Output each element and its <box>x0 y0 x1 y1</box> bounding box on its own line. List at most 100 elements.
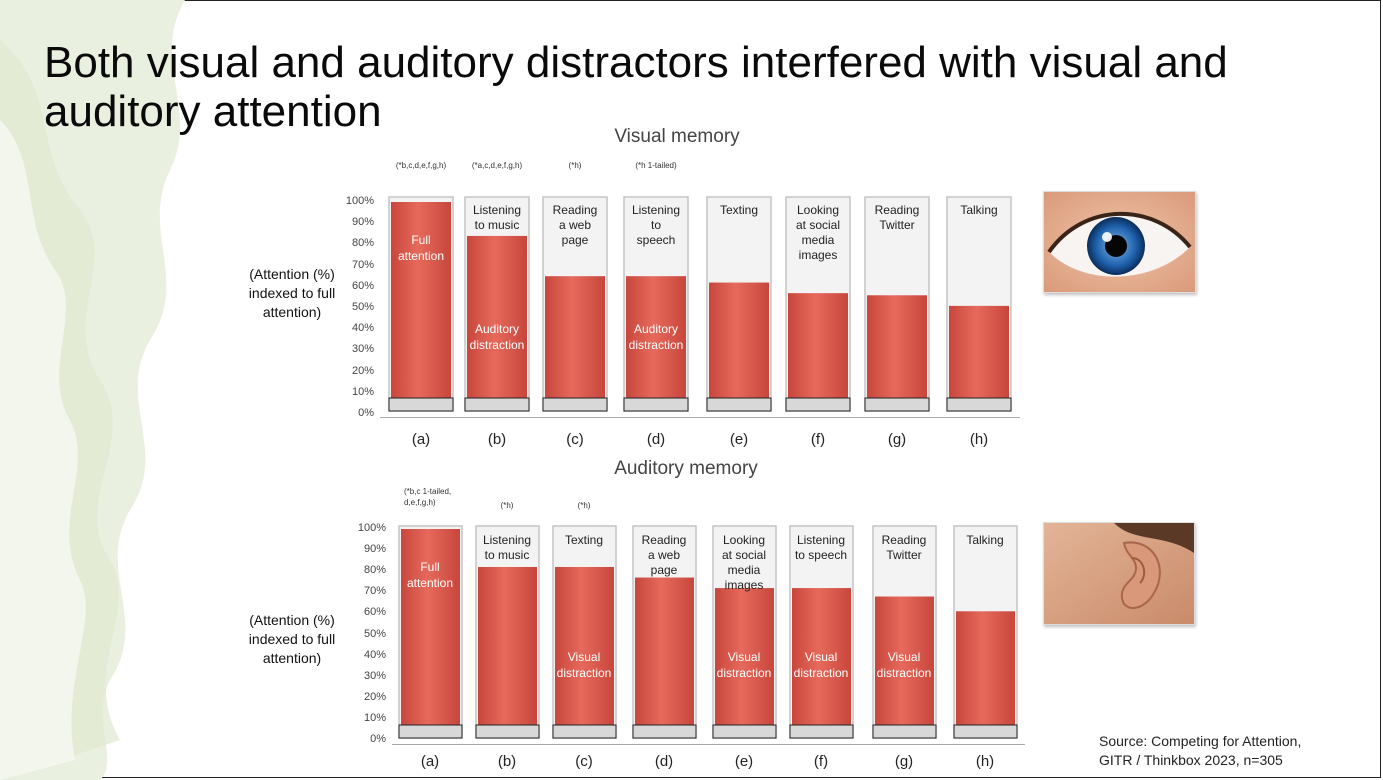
glass-inner-label: Auditory distraction <box>469 322 525 353</box>
y-tick-label: 30% <box>351 343 374 356</box>
source-line-1: Source: Competing for Attention, <box>1099 733 1302 749</box>
glass-graphic <box>864 196 930 412</box>
glass-top-label: Reading a web page <box>641 533 687 577</box>
bar-fill-e <box>709 282 769 398</box>
glass-bar-b: Listening to music Auditory distraction <box>464 196 530 412</box>
significance-note: (*b,c 1-tailed, d,e,f,g,h) <box>404 487 452 507</box>
x-tick-label: (b) <box>497 753 517 770</box>
x-tick-label: (c) <box>566 431 584 448</box>
source-line-2: GITR / Thinkbox 2023, n=305 <box>1099 752 1283 768</box>
y-tick-label: 100% <box>357 522 386 534</box>
glass-graphic <box>946 196 1012 412</box>
glass-top-label: Looking at social media images <box>795 203 841 262</box>
glass-base <box>552 724 616 739</box>
glass-bar-h: Talking <box>952 525 1018 739</box>
eye-icon <box>1044 192 1195 292</box>
source-note: Source: Competing for Attention, GITR / … <box>1099 732 1301 770</box>
glass-base <box>712 724 776 739</box>
glass-inner-label: Visual distraction <box>793 650 849 681</box>
glass-graphic <box>788 525 854 739</box>
glass-bar-f: Looking at social media images <box>785 196 851 412</box>
chart-baseline <box>392 744 1025 745</box>
y-tick-label: 40% <box>351 322 374 335</box>
glass-graphic <box>551 525 617 739</box>
y-tick-label: 0% <box>358 407 374 419</box>
y-tick-label: 80% <box>351 237 374 250</box>
glass-bar-f: Listening to speech Visual distraction <box>788 525 854 739</box>
y-tick-label: 70% <box>351 258 374 271</box>
glass-bar-c: Texting Visual distraction <box>551 525 617 739</box>
bar-fill-d <box>634 577 694 725</box>
glass-bar-g: Reading Twitter <box>864 196 930 412</box>
bar-fill-a <box>400 529 460 725</box>
glass-inner-label: Auditory distraction <box>628 322 684 353</box>
glass-top-label: Reading Twitter <box>881 533 927 562</box>
glass-inner-label: Full attention <box>397 233 445 263</box>
glass-bar-g: Reading Twitter Visual distraction <box>871 525 937 739</box>
y-tick-label: 20% <box>351 364 374 377</box>
glass-inner-label: Visual distraction <box>556 650 612 681</box>
glass-inner-label: Visual distraction <box>876 650 932 681</box>
y-tick-label: 70% <box>363 585 386 598</box>
x-tick-label: (g) <box>894 753 914 770</box>
glass-base <box>785 397 851 412</box>
glass-top-label: Reading a web page <box>552 203 598 247</box>
glass-bar-c: Reading a web page <box>542 196 608 412</box>
bar-fill-f <box>788 293 848 398</box>
chart-title: Auditory memory <box>614 458 758 479</box>
x-tick-label: (h) <box>975 753 995 770</box>
y-tick-label: 50% <box>351 301 374 313</box>
x-tick-label: (c) <box>575 753 593 770</box>
glass-top-label: Listening to speech <box>794 533 848 562</box>
glass-base <box>872 724 936 739</box>
bar-fill-d <box>626 276 686 398</box>
glass-graphic <box>711 525 777 739</box>
y-tick-label: 10% <box>363 711 386 724</box>
glass-top-label: Texting <box>719 203 759 217</box>
bar-fill-g <box>874 596 934 725</box>
glass-bar-a: Full attention <box>388 196 454 412</box>
x-tick-label: (d) <box>654 753 674 770</box>
glass-graphic <box>464 196 530 412</box>
bar-fill-h <box>955 611 1015 725</box>
glass-graphic <box>785 196 851 412</box>
y-tick-label: 40% <box>363 648 386 661</box>
glass-base <box>542 397 608 412</box>
y-tick-label: 100% <box>345 195 374 207</box>
glass-base <box>953 724 1017 739</box>
y-tick-label: 60% <box>351 279 374 292</box>
significance-note: (*b,c,d,e,f,g,h) <box>395 161 447 170</box>
glass-graphic <box>397 525 463 739</box>
glass-graphic <box>388 196 454 412</box>
glass-base <box>475 724 539 739</box>
glass-bar-h: Talking <box>946 196 1012 412</box>
x-tick-label: (e) <box>734 753 754 770</box>
glass-top-label: Texting <box>564 533 604 547</box>
glass-bar-e: Texting <box>706 196 772 412</box>
glass-base <box>946 397 1012 412</box>
glass-graphic <box>474 525 540 739</box>
glass-base <box>464 397 530 412</box>
bar-fill-e <box>714 588 774 725</box>
bar-fill-g <box>867 295 927 398</box>
glass-bar-d: Reading a web page <box>631 525 697 739</box>
glass-top-label: Reading Twitter <box>874 203 920 232</box>
ear-icon <box>1044 523 1194 624</box>
glass-graphic <box>542 196 608 412</box>
x-tick-label: (e) <box>729 431 749 448</box>
glass-bar-d: Listening to speech Auditory distraction <box>623 196 689 412</box>
glass-base <box>706 397 772 412</box>
y-axis-label: (Attention (%) indexed to full attention… <box>248 266 336 320</box>
x-tick-label: (b) <box>487 431 507 448</box>
significance-note: (*h) <box>500 501 514 510</box>
significance-note: (*h) <box>568 161 582 170</box>
y-tick-label: 50% <box>363 627 386 640</box>
y-axis-label: (Attention (%) indexed to full attention… <box>248 612 336 666</box>
x-tick-label: (a) <box>420 753 440 770</box>
bar-fill-c <box>545 276 605 398</box>
eye-photo <box>1043 191 1196 293</box>
x-tick-label: (g) <box>887 431 907 448</box>
glass-bar-e: Looking at social media images Visual dis… <box>711 525 777 739</box>
glass-graphic <box>631 525 697 739</box>
y-tick-label: 10% <box>351 385 374 398</box>
